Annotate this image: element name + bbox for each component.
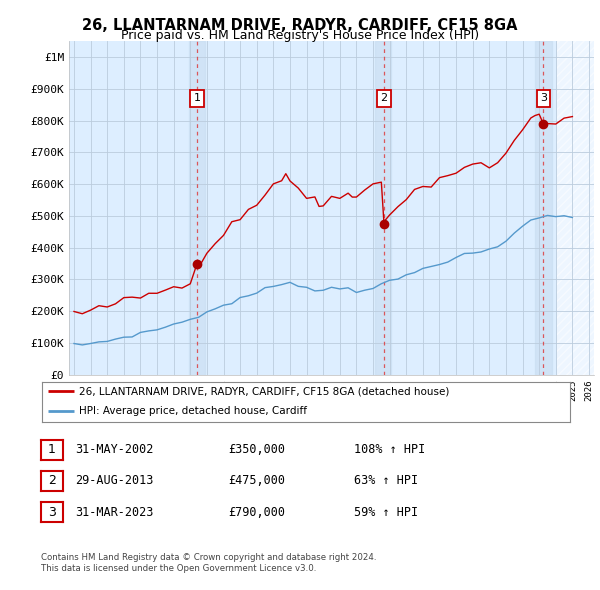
- Bar: [535, 41, 551, 375]
- Text: £475,000: £475,000: [228, 474, 285, 487]
- Bar: [374, 41, 391, 375]
- Text: 3: 3: [540, 93, 547, 103]
- Text: 3: 3: [48, 506, 56, 519]
- Bar: [557, 41, 600, 375]
- Text: 108% ↑ HPI: 108% ↑ HPI: [354, 443, 425, 456]
- Text: 1: 1: [48, 443, 56, 456]
- Text: Price paid vs. HM Land Registry's House Price Index (HPI): Price paid vs. HM Land Registry's House …: [121, 30, 479, 42]
- Text: 2: 2: [48, 474, 56, 487]
- Bar: [557, 41, 600, 375]
- Text: 59% ↑ HPI: 59% ↑ HPI: [354, 506, 418, 519]
- Text: 29-AUG-2013: 29-AUG-2013: [75, 474, 154, 487]
- Text: HPI: Average price, detached house, Cardiff: HPI: Average price, detached house, Card…: [79, 405, 307, 415]
- Bar: [188, 41, 205, 375]
- Text: 26, LLANTARNAM DRIVE, RADYR, CARDIFF, CF15 8GA: 26, LLANTARNAM DRIVE, RADYR, CARDIFF, CF…: [82, 18, 518, 33]
- Text: 31-MAR-2023: 31-MAR-2023: [75, 506, 154, 519]
- Text: 1: 1: [194, 93, 200, 103]
- Text: 31-MAY-2002: 31-MAY-2002: [75, 443, 154, 456]
- Text: 2: 2: [380, 93, 388, 103]
- Text: 26, LLANTARNAM DRIVE, RADYR, CARDIFF, CF15 8GA (detached house): 26, LLANTARNAM DRIVE, RADYR, CARDIFF, CF…: [79, 386, 449, 396]
- Text: £790,000: £790,000: [228, 506, 285, 519]
- Text: £350,000: £350,000: [228, 443, 285, 456]
- Text: Contains HM Land Registry data © Crown copyright and database right 2024.
This d: Contains HM Land Registry data © Crown c…: [41, 553, 376, 573]
- Text: 63% ↑ HPI: 63% ↑ HPI: [354, 474, 418, 487]
